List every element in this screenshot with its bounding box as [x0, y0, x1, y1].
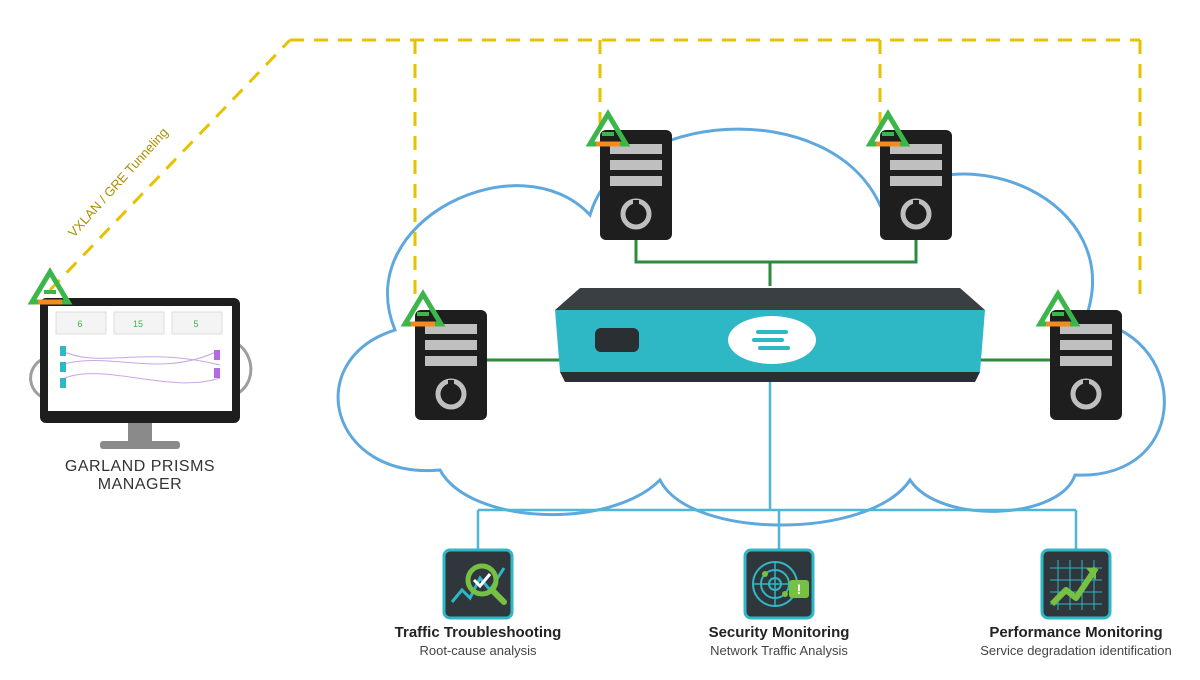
output-title-security: Security Monitoring [679, 624, 879, 641]
manager-title-1: GARLAND PRISMS [40, 458, 240, 476]
output-sub-security: Network Traffic Analysis [679, 643, 879, 658]
output-caption-security: Security Monitoring Network Traffic Anal… [679, 624, 879, 658]
appliance [555, 288, 985, 382]
manager-caption: GARLAND PRISMS MANAGER [40, 458, 240, 494]
svg-text:!: ! [797, 581, 802, 597]
output-caption-traffic: Traffic Troubleshooting Root-cause analy… [378, 624, 578, 658]
svg-text:6: 6 [77, 319, 82, 329]
output-caption-perf: Performance Monitoring Service degradati… [956, 624, 1196, 658]
output-sub-traffic: Root-cause analysis [378, 643, 578, 658]
output-icons: ! [444, 550, 1110, 618]
diagram-canvas: 6 15 5 [0, 0, 1200, 680]
manager-monitor: 6 15 5 [40, 298, 240, 449]
manager-title-2: MANAGER [40, 476, 240, 494]
svg-text:15: 15 [133, 319, 143, 329]
output-title-perf: Performance Monitoring [956, 624, 1196, 641]
output-title-traffic: Traffic Troubleshooting [378, 624, 578, 641]
tunnel-lines [50, 40, 1140, 304]
svg-text:5: 5 [193, 319, 198, 329]
output-sub-perf: Service degradation identification [956, 643, 1196, 658]
